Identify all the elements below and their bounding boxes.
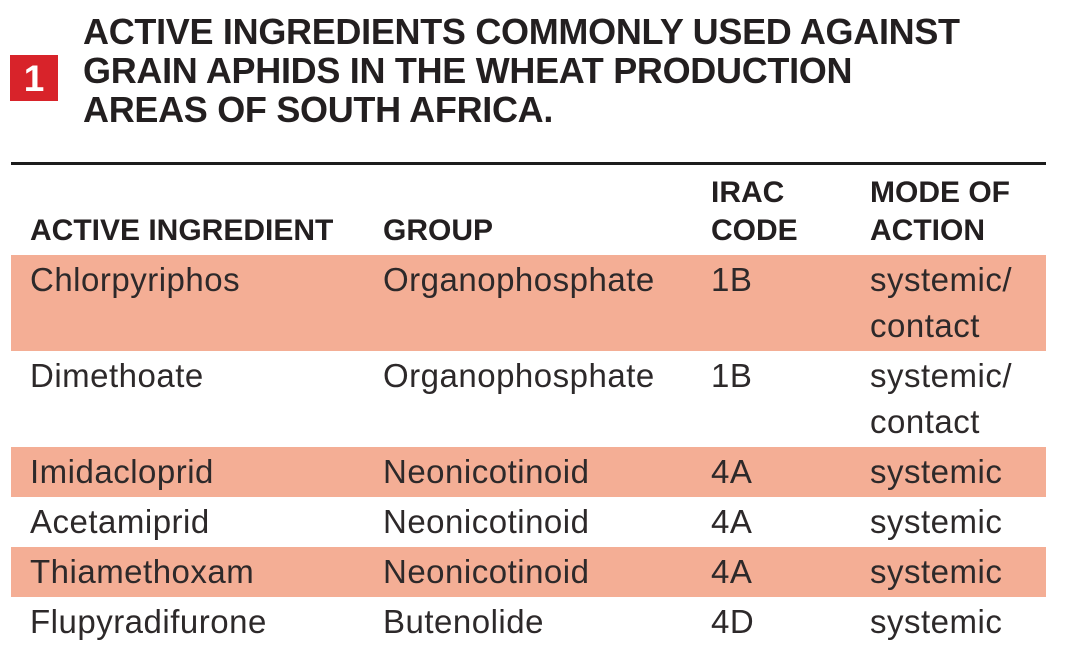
cell-group: Neonicotinoid [383,503,590,540]
cell-active-ingredient: Dimethoate [30,357,204,394]
cell-group: Butenolide [383,603,544,640]
cell-mode-of-action: systemic [870,453,1003,490]
cell-mode-of-action: systemic [870,503,1003,540]
table-row: Dimethoate Organophosphate 1B systemic/ … [11,351,1046,447]
cell-irac-code: 4A [711,453,753,490]
table-row: Acetamiprid Neonicotinoid 4A systemic [11,497,1046,547]
table-row: Imidacloprid Neonicotinoid 4A systemic [11,447,1046,497]
column-header-irac-code: IRAC CODE [711,172,870,255]
cell-irac-code: 1B [711,261,753,298]
cell-irac-code: 4A [711,553,753,590]
cell-active-ingredient: Acetamiprid [30,503,210,540]
cell-group: Organophosphate [383,357,655,394]
column-header-mode-of-action-label: MODE OF ACTION [870,176,1010,247]
column-header-irac-code-label: IRAC CODE [711,176,798,247]
table-header-row: ACTIVE INGREDIENT GROUP IRAC CODE MODE O… [11,165,1046,255]
table-row: Chlorpyriphos Organophosphate 1B systemi… [11,255,1046,351]
cell-group: Neonicotinoid [383,553,590,590]
table-row: Flupyradifurone Butenolide 4D systemic [11,597,1046,647]
cell-irac-code: 1B [711,357,753,394]
cell-mode-of-action: systemic [870,603,1003,640]
cell-group: Organophosphate [383,261,655,298]
column-header-group: GROUP [383,214,494,247]
cell-active-ingredient: Chlorpyriphos [30,261,241,298]
cell-mode-of-action: systemic [870,553,1003,590]
table-row: Thiamethoxam Neonicotinoid 4A systemic [11,547,1046,597]
figure-number-badge: 1 [10,55,58,101]
cell-mode-of-action: systemic/ contact [870,357,1013,440]
column-header-active-ingredient: ACTIVE INGREDIENT [30,214,334,247]
figure-title: ACTIVE INGREDIENTS COMMONLY USED AGAINST… [83,11,960,130]
ingredients-table: ACTIVE INGREDIENT GROUP IRAC CODE MODE O… [11,162,1046,647]
cell-active-ingredient: Imidacloprid [30,453,214,490]
cell-irac-code: 4A [711,503,753,540]
cell-active-ingredient: Flupyradifurone [30,603,267,640]
cell-mode-of-action: systemic/ contact [870,261,1013,344]
column-header-mode-of-action: MODE OF ACTION [870,172,1046,255]
cell-group: Neonicotinoid [383,453,590,490]
cell-active-ingredient: Thiamethoxam [30,553,255,590]
cell-irac-code: 4D [711,603,755,640]
